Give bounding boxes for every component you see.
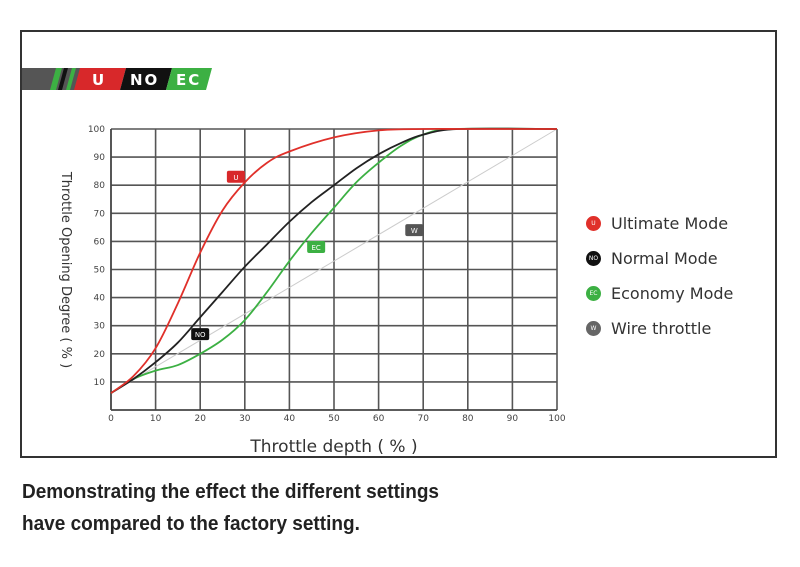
banner-ec: EC <box>176 71 202 89</box>
legend-item: U Ultimate Mode <box>586 213 728 233</box>
caption-line-1: Demonstrating the effect the different s… <box>22 481 439 503</box>
series-line-w <box>110 128 558 394</box>
legend-item: NO Normal Mode <box>586 248 718 268</box>
x-tick-label: 70 <box>417 414 429 424</box>
banner-graphic <box>22 68 212 90</box>
y-tick-label: 80 <box>94 181 106 191</box>
legend-marker-icon: EC <box>586 285 601 301</box>
x-tick-label: 20 <box>194 414 206 424</box>
y-tick-label: 90 <box>94 153 106 163</box>
series-badge-label: U <box>233 174 238 182</box>
series-line-u <box>110 127 557 394</box>
y-axis-label: Throttle Opening Degree ( % ) <box>58 171 73 368</box>
x-tick-label: 0 <box>108 414 114 424</box>
y-tick-label: 30 <box>94 322 106 332</box>
legend-label: Economy Mode <box>611 283 734 303</box>
x-tick-label: 40 <box>284 414 296 424</box>
mode-banner: U NO EC <box>22 68 212 90</box>
legend-marker-icon: U <box>586 215 601 231</box>
x-tick-label: 90 <box>507 414 519 424</box>
y-tick-label: 40 <box>94 294 106 304</box>
caption-line-2: have compared to the factory setting. <box>22 513 360 535</box>
legend-label: Normal Mode <box>611 248 718 268</box>
chart-frame <box>20 30 777 458</box>
x-tick-label: 30 <box>239 414 251 424</box>
y-tick-label: 60 <box>94 237 106 247</box>
series-badge-label: NO <box>195 331 206 339</box>
banner-no: NO <box>130 71 160 89</box>
series-badge <box>307 241 326 254</box>
caption: Demonstrating the effect the different s… <box>22 476 439 540</box>
x-tick-label: 60 <box>373 414 385 424</box>
legend-item: W Wire throttle <box>586 318 711 338</box>
series-badge <box>405 224 424 237</box>
legend-label: Ultimate Mode <box>611 213 729 233</box>
series-badge-label: W <box>411 227 418 235</box>
legend-marker-icon: NO <box>586 250 601 266</box>
series-badge <box>191 328 210 341</box>
x-tick-label: 100 <box>548 414 565 424</box>
y-tick-label: 50 <box>94 266 106 276</box>
series-badge-label: EC <box>312 244 321 252</box>
x-tick-label: 80 <box>462 414 474 424</box>
y-tick-label: 10 <box>94 378 106 388</box>
x-tick-label: 10 <box>150 414 162 424</box>
banner-u: U <box>92 71 107 89</box>
legend-label: Wire throttle <box>611 318 712 338</box>
series-line-no <box>110 127 558 394</box>
series-badge <box>226 170 245 183</box>
y-tick-label: 70 <box>94 209 106 219</box>
y-tick-label: 100 <box>88 125 105 135</box>
legend-marker-icon: W <box>586 320 601 336</box>
x-tick-label: 50 <box>328 414 340 424</box>
y-tick-label: 20 <box>94 350 106 360</box>
x-axis-label: Throttle depth ( % ) <box>249 437 417 457</box>
legend-item: EC Economy Mode <box>586 283 733 303</box>
